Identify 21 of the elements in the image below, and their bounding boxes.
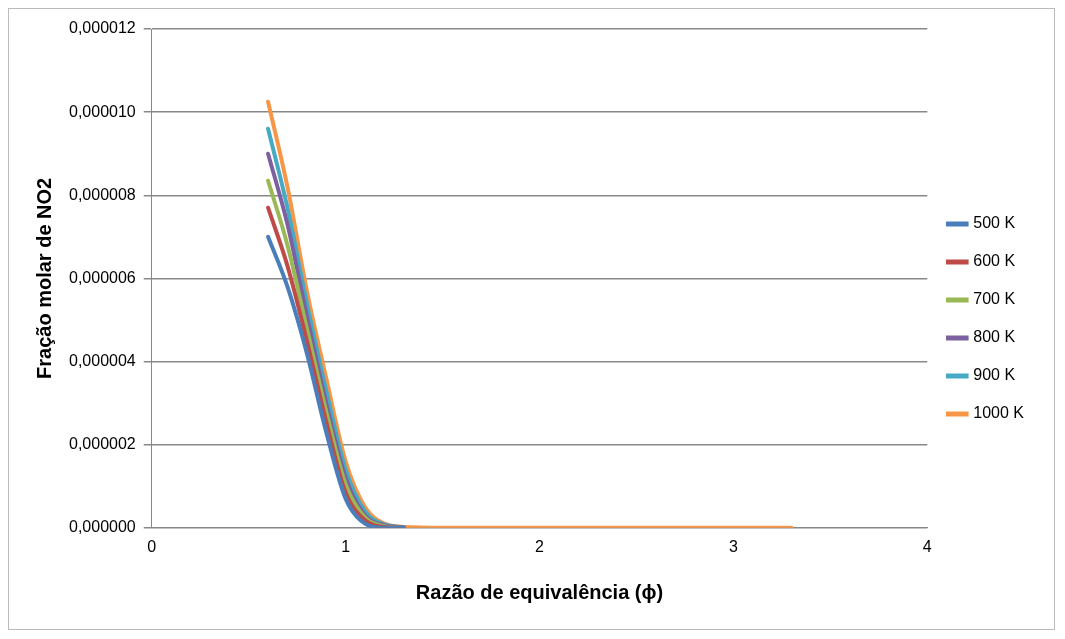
legend-label: 900 K bbox=[973, 366, 1016, 384]
y-tick-label: 0,000004 bbox=[69, 351, 136, 369]
legend-label: 1000 K bbox=[973, 404, 1025, 422]
legend-label: 600 K bbox=[973, 252, 1016, 270]
legend-label: 500 K bbox=[973, 214, 1016, 232]
y-tick-label: 0,000006 bbox=[69, 268, 136, 286]
line-series bbox=[266, 99, 794, 528]
legend-label: 700 K bbox=[973, 290, 1016, 308]
y-tick-label: 0,000012 bbox=[69, 19, 136, 37]
x-tick-label: 0 bbox=[147, 538, 157, 556]
legend-label: 800 K bbox=[973, 328, 1016, 346]
x-axis-title: Razão de equivalência (ϕ) bbox=[415, 580, 664, 603]
x-tick-label: 4 bbox=[922, 538, 932, 556]
y-tick-label: 0,000002 bbox=[69, 435, 136, 453]
x-tick-label: 2 bbox=[535, 538, 545, 556]
y-tick-label: 0,000010 bbox=[69, 102, 136, 120]
x-tick-label: 1 bbox=[341, 538, 351, 556]
y-tick-label: 0,000000 bbox=[69, 518, 136, 536]
y-axis-title: Fração molar de NO2 bbox=[32, 177, 55, 379]
x-tick-label: 3 bbox=[728, 538, 738, 556]
y-tick-label: 0,000008 bbox=[69, 185, 136, 203]
